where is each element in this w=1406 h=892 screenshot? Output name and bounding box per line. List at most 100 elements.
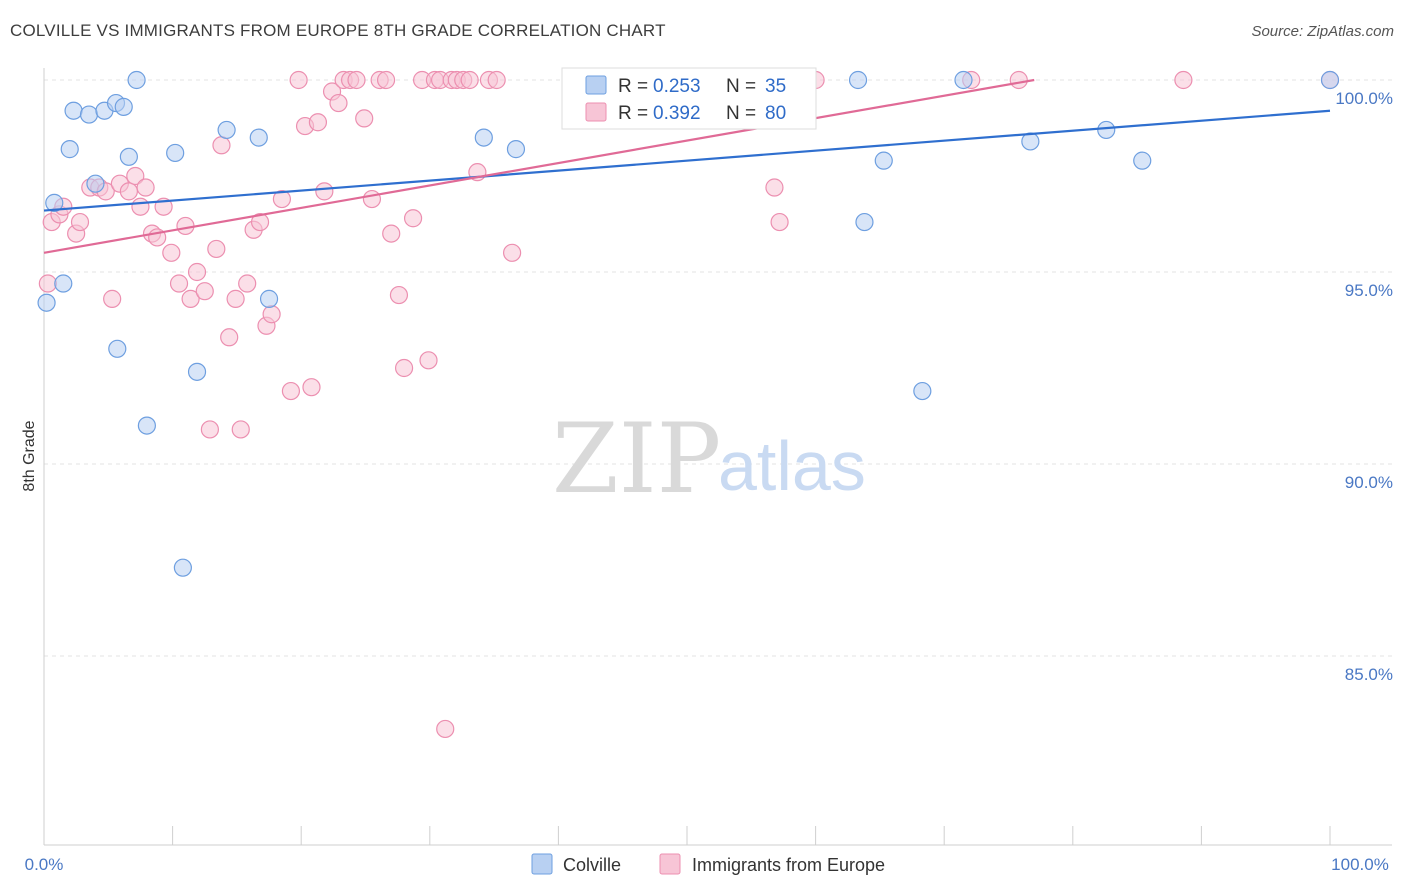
colville-point-13	[137, 416, 156, 435]
europe-point-50	[376, 70, 396, 90]
legend-swatch-colville	[585, 75, 607, 95]
y-tick-label-1: 95.0%	[1345, 281, 1393, 300]
europe-point-12	[126, 166, 145, 186]
europe-point-66	[487, 70, 506, 90]
grid-lines	[44, 79, 1392, 657]
colville-point-15	[173, 558, 192, 577]
colville-point-1	[45, 193, 64, 212]
legend-r-label-colville: R =	[618, 76, 648, 97]
europe-point-46	[347, 70, 366, 90]
y-axis-label: 8th Grade	[21, 420, 38, 491]
colville-point-11	[119, 147, 138, 166]
colville-point-26	[855, 212, 874, 232]
colville-point-29	[954, 70, 973, 90]
europe-point-59	[436, 719, 455, 739]
y-tick-labels: 100.0% 95.0% 90.0% 85.0%	[1335, 89, 1393, 684]
colville-point-31	[1097, 120, 1116, 140]
series-0-points	[37, 70, 1340, 577]
colville-point-25	[848, 70, 868, 90]
europe-point-26	[212, 136, 231, 155]
stats-legend: R = 0.253 N = 35 R = 0.392 N = 80	[561, 67, 817, 130]
europe-point-21	[181, 289, 200, 308]
legend-swatch-colville-bottom	[531, 853, 553, 875]
europe-point-54	[403, 209, 423, 228]
chart-title: COLVILLE VS IMMIGRANTS FROM EUROPE 8TH G…	[10, 21, 666, 40]
colville-point-6	[86, 174, 105, 193]
europe-point-40	[308, 113, 328, 132]
y-tick-label-3: 85.0%	[1345, 665, 1393, 684]
legend-label-europe: Immigrants from Europe	[692, 855, 885, 875]
europe-point-28	[226, 289, 245, 308]
europe-point-52	[389, 285, 409, 305]
europe-point-22	[187, 262, 207, 282]
europe-point-13	[131, 197, 150, 216]
europe-point-71	[765, 178, 784, 197]
colville-trend-line	[43, 109, 1331, 212]
colville-point-10	[108, 339, 127, 358]
colville-point-18	[249, 128, 268, 147]
europe-trend-line	[43, 78, 1035, 254]
colville-point-14	[166, 143, 185, 163]
x-tick-label-left: 0.0%	[25, 855, 64, 874]
europe-point-14	[136, 178, 155, 197]
colville-point-20	[474, 128, 493, 147]
europe-point-67	[503, 243, 522, 262]
legend-swatch-europe	[585, 102, 607, 122]
colville-point-33	[1320, 70, 1340, 90]
legend-n-value-europe: 80	[765, 103, 786, 124]
europe-point-39	[302, 378, 321, 397]
watermark: ZIP atlas	[552, 403, 866, 515]
colville-point-12	[127, 70, 146, 90]
colville-point-21	[506, 140, 526, 159]
europe-point-30	[238, 274, 257, 293]
europe-point-23	[195, 282, 214, 301]
europe-point-20	[176, 216, 195, 236]
europe-point-25	[207, 239, 226, 259]
europe-point-48	[362, 189, 382, 209]
colville-point-5	[79, 105, 99, 124]
legend-n-label-europe: N =	[726, 103, 756, 124]
europe-point-9	[103, 289, 122, 308]
y-tick-label-2: 90.0%	[1345, 473, 1393, 492]
legend-r-value-europe: 0.392	[653, 103, 701, 124]
europe-point-51	[382, 224, 401, 243]
europe-point-34	[262, 305, 281, 324]
x-tick-label-right: 100.0%	[1331, 855, 1389, 874]
colville-point-9	[114, 97, 133, 116]
europe-point-56	[419, 351, 438, 370]
europe-point-35	[272, 189, 292, 209]
colville-point-0	[37, 293, 56, 312]
europe-point-27	[220, 328, 239, 347]
colville-point-17	[217, 120, 236, 140]
europe-point-11	[119, 182, 138, 201]
legend-swatch-europe-bottom	[659, 853, 681, 875]
colville-point-32	[1133, 151, 1152, 170]
y-tick-label-0: 100.0%	[1335, 89, 1393, 108]
colville-point-3	[60, 140, 79, 159]
watermark-atlas: atlas	[718, 427, 866, 505]
europe-point-24	[200, 420, 219, 439]
europe-point-18	[162, 243, 181, 262]
legend-n-label-colville: N =	[726, 76, 756, 97]
europe-point-37	[289, 70, 308, 90]
europe-point-76	[1174, 70, 1193, 90]
legend-r-label-europe: R =	[618, 103, 648, 124]
europe-point-47	[355, 109, 374, 128]
colville-point-28	[913, 381, 932, 401]
colville-point-16	[187, 362, 207, 381]
europe-point-0	[38, 274, 57, 293]
colville-point-19	[259, 289, 279, 308]
europe-point-75	[1009, 70, 1028, 90]
europe-point-41	[315, 182, 334, 201]
axes	[43, 68, 1392, 846]
legend-label-colville: Colville	[563, 855, 621, 875]
europe-point-53	[394, 358, 414, 378]
colville-point-2	[54, 274, 73, 293]
europe-point-63	[460, 70, 479, 90]
europe-point-32	[250, 212, 270, 232]
colville-point-27	[874, 151, 893, 170]
colville-point-4	[64, 101, 83, 120]
europe-point-19	[169, 274, 189, 293]
europe-point-36	[281, 381, 301, 401]
